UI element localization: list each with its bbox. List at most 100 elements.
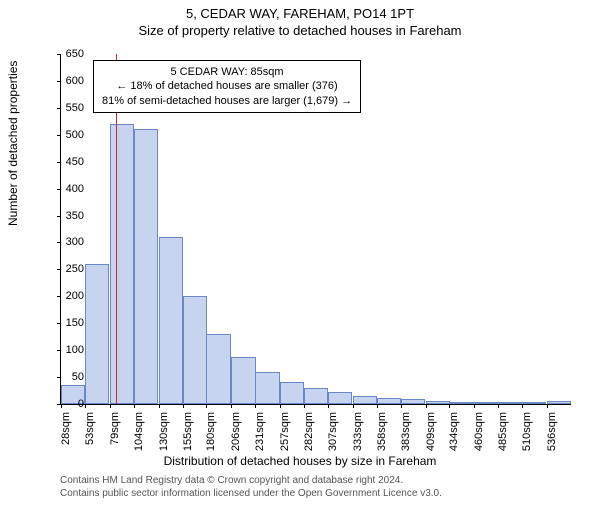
y-tick-label: 500 xyxy=(66,129,84,141)
x-tick-label: 409sqm xyxy=(425,412,437,452)
x-tick-mark xyxy=(183,404,184,408)
chart-subtitle: Size of property relative to detached ho… xyxy=(0,23,600,38)
y-tick-label: 200 xyxy=(66,290,84,302)
x-tick-mark xyxy=(61,404,62,408)
y-tick-label: 0 xyxy=(78,398,84,410)
histogram-bar xyxy=(353,396,377,404)
y-tick-label: 450 xyxy=(66,156,84,168)
x-axis-label: Distribution of detached houses by size … xyxy=(0,454,600,468)
x-tick-mark xyxy=(159,404,160,408)
x-tick-mark xyxy=(231,404,232,408)
x-tick-label: 282sqm xyxy=(303,412,315,452)
x-tick-label: 434sqm xyxy=(448,412,460,452)
x-tick-label: 485sqm xyxy=(497,412,509,452)
histogram-bar xyxy=(498,402,522,404)
x-tick-mark xyxy=(110,404,111,408)
x-tick-label: 460sqm xyxy=(473,412,485,452)
info-line1: 5 CEDAR WAY: 85sqm xyxy=(102,65,352,79)
x-tick-mark xyxy=(547,404,548,408)
x-tick-mark xyxy=(280,404,281,408)
x-tick-mark xyxy=(255,404,256,408)
histogram-bar xyxy=(474,402,498,404)
y-tick-label: 550 xyxy=(66,102,84,114)
y-tick-mark xyxy=(57,269,61,270)
y-tick-mark xyxy=(57,296,61,297)
histogram-bar xyxy=(85,264,109,404)
y-tick-mark xyxy=(57,350,61,351)
x-tick-mark xyxy=(449,404,450,408)
y-tick-mark xyxy=(57,189,61,190)
x-tick-label: 257sqm xyxy=(279,412,291,452)
y-tick-label: 250 xyxy=(66,263,84,275)
y-tick-label: 300 xyxy=(66,236,84,248)
y-tick-mark xyxy=(57,377,61,378)
histogram-bar xyxy=(547,401,571,404)
y-tick-label: 650 xyxy=(66,48,84,60)
x-tick-label: 79sqm xyxy=(109,412,121,452)
x-tick-label: 104sqm xyxy=(133,412,145,452)
x-tick-mark xyxy=(426,404,427,408)
y-tick-mark xyxy=(57,162,61,163)
x-tick-mark xyxy=(304,404,305,408)
x-tick-label: 231sqm xyxy=(254,412,266,452)
y-tick-mark xyxy=(57,135,61,136)
histogram-bar xyxy=(183,296,207,404)
x-tick-label: 333sqm xyxy=(352,412,364,452)
x-tick-label: 206sqm xyxy=(230,412,242,452)
x-tick-label: 358sqm xyxy=(376,412,388,452)
histogram-bar xyxy=(304,388,328,404)
x-tick-mark xyxy=(474,404,475,408)
x-tick-mark xyxy=(377,404,378,408)
x-tick-label: 180sqm xyxy=(205,412,217,452)
y-axis-label: Number of detached properties xyxy=(6,61,20,226)
x-tick-mark xyxy=(206,404,207,408)
x-tick-label: 383sqm xyxy=(400,412,412,452)
histogram-bar xyxy=(255,372,279,404)
x-tick-mark xyxy=(498,404,499,408)
x-tick-mark xyxy=(353,404,354,408)
y-tick-label: 400 xyxy=(66,183,84,195)
x-tick-label: 130sqm xyxy=(158,412,170,452)
attribution-text: Contains HM Land Registry data © Crown c… xyxy=(60,474,442,500)
y-tick-mark xyxy=(57,54,61,55)
x-tick-mark xyxy=(85,404,86,408)
histogram-bar xyxy=(159,237,183,404)
x-tick-label: 155sqm xyxy=(182,412,194,452)
histogram-bar xyxy=(110,124,134,404)
histogram-bar xyxy=(377,398,401,404)
info-line3: 81% of semi-detached houses are larger (… xyxy=(102,94,352,108)
chart-plot-area: 5 CEDAR WAY: 85sqm← 18% of detached hous… xyxy=(60,54,571,405)
x-tick-mark xyxy=(522,404,523,408)
x-tick-label: 510sqm xyxy=(521,412,533,452)
histogram-bar xyxy=(426,401,450,404)
x-tick-label: 536sqm xyxy=(546,412,558,452)
histogram-bar xyxy=(522,402,546,404)
info-line2: ← 18% of detached houses are smaller (37… xyxy=(102,79,352,93)
y-tick-mark xyxy=(57,216,61,217)
histogram-bar xyxy=(328,392,352,404)
y-tick-label: 600 xyxy=(66,75,84,87)
histogram-bar xyxy=(449,402,473,404)
y-tick-label: 100 xyxy=(66,344,84,356)
histogram-bar xyxy=(231,357,255,404)
x-tick-label: 307sqm xyxy=(327,412,339,452)
x-tick-label: 28sqm xyxy=(60,412,72,452)
y-tick-mark xyxy=(57,108,61,109)
y-tick-mark xyxy=(57,242,61,243)
x-tick-mark xyxy=(134,404,135,408)
y-tick-mark xyxy=(57,323,61,324)
y-tick-label: 50 xyxy=(72,371,84,383)
attribution-line1: Contains HM Land Registry data © Crown c… xyxy=(60,474,442,487)
chart-title: 5, CEDAR WAY, FAREHAM, PO14 1PT xyxy=(0,6,600,21)
y-tick-label: 350 xyxy=(66,210,84,222)
x-tick-mark xyxy=(328,404,329,408)
info-box: 5 CEDAR WAY: 85sqm← 18% of detached hous… xyxy=(93,60,361,113)
histogram-bar xyxy=(134,129,158,404)
y-tick-mark xyxy=(57,81,61,82)
x-tick-mark xyxy=(401,404,402,408)
histogram-bar xyxy=(401,399,425,404)
x-tick-label: 53sqm xyxy=(84,412,96,452)
histogram-bar xyxy=(206,334,230,404)
histogram-bar xyxy=(280,382,304,404)
attribution-line2: Contains public sector information licen… xyxy=(60,487,442,500)
